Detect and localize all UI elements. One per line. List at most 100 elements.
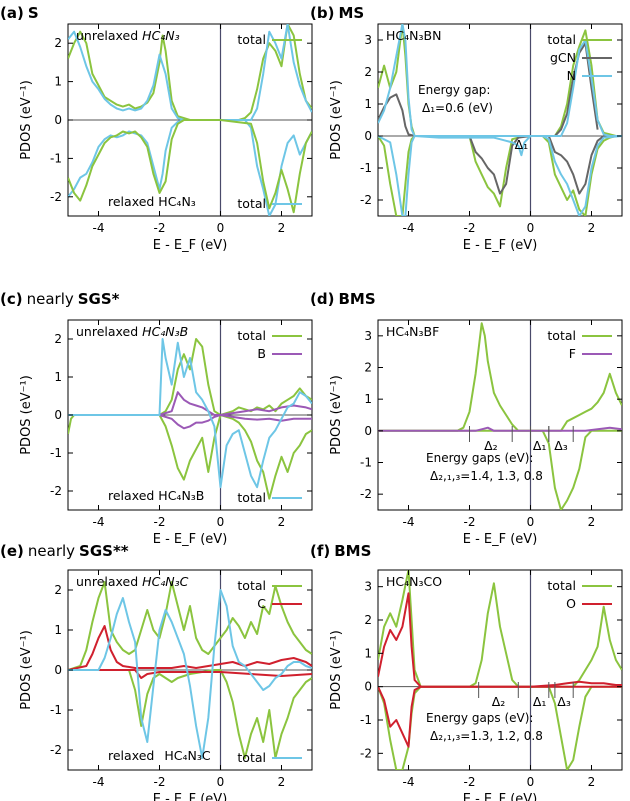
series-relaxed-extra — [68, 119, 312, 214]
plot-area — [68, 24, 312, 216]
panel-title: (f) BMS — [310, 542, 371, 560]
upper-label: HC₄N₃CO — [386, 574, 442, 589]
y-tick-label: -1 — [50, 703, 62, 717]
y-tick-label: 1 — [364, 392, 372, 406]
x-axis-label: E - E_F (eV) — [463, 238, 538, 253]
y-tick-label: 3 — [364, 580, 372, 594]
panel-a: (a) S -4 -2 0 2 -2 -1 0 1 2 E - E_F (eV) PDOS (eV⁻¹)… — [0, 4, 313, 253]
x-axis-label: E - E_F (eV) — [153, 238, 228, 253]
panel-title-text: S — [28, 4, 39, 22]
y-axis-label: PDOS (eV⁻¹) — [329, 80, 344, 160]
panel-c: (c) nearly SGS* -4 -2 0 2 -2 -1 0 1 2 E - E_F (eV) PD… — [0, 290, 313, 547]
y-axis-label: PDOS (eV⁻¹) — [329, 630, 344, 710]
series-c — [68, 625, 312, 671]
upper-label: HC₄N₃BN — [386, 28, 441, 43]
x-tick-label: 0 — [217, 775, 225, 789]
gap-marker: Δ₂ — [492, 694, 506, 709]
series-n-down — [378, 135, 622, 216]
panel-title-text: BMS — [338, 290, 375, 308]
x-tick-label: -2 — [464, 515, 476, 529]
y-tick-label: -2 — [360, 193, 372, 207]
legend-label: N — [567, 68, 576, 83]
x-tick-label: -4 — [403, 515, 415, 529]
legend-label: total — [237, 32, 266, 47]
y-tick-label: -2 — [50, 190, 62, 204]
gap-marker: Δ₂ — [484, 438, 498, 453]
y-tick-label: 3 — [364, 33, 372, 47]
x-tick-label: -4 — [93, 775, 105, 789]
gap-marker: Δ₁ — [515, 137, 529, 152]
y-axis-label: PDOS (eV⁻¹) — [19, 375, 34, 455]
panel-title: (b) MS — [310, 4, 364, 22]
upper-label-text: unrelaxed — [76, 324, 138, 339]
y-tick-label: 1 — [54, 370, 62, 384]
panel-e: (e) nearly SGS** -4 -2 0 2 -2 -1 0 1 2 E - E_F (eV) P… — [0, 542, 313, 801]
energy-gap-note: Energy gap: — [418, 83, 490, 97]
y-axis-label: PDOS (eV⁻¹) — [19, 80, 34, 160]
x-tick-label: 2 — [588, 775, 596, 789]
gap-marker: Δ₃ — [557, 694, 571, 709]
panel-title-text: BMS — [334, 542, 371, 560]
panel-d: (d) BMS -4 -2 0 2 -2 -1 0 1 2 3 E - E_F (eV) PDOS (eV… — [310, 290, 623, 547]
lower-label: relaxed HC₄N₃ — [108, 194, 196, 209]
x-tick-label: 2 — [278, 775, 286, 789]
x-tick-label: 0 — [217, 221, 225, 235]
upper-label-text: HC₄N₃BN — [386, 28, 441, 43]
y-tick-label: 2 — [364, 361, 372, 375]
y-tick-label: -1 — [360, 456, 372, 470]
legend-label: O — [566, 596, 576, 611]
legend-label: total — [237, 578, 266, 593]
legend-label: gCN — [550, 50, 576, 65]
panel-title: (c) nearly SGS* — [0, 290, 120, 308]
x-axis-label: E - E_F (eV) — [463, 792, 538, 801]
legend-label: total — [237, 196, 266, 211]
upper-label: unrelaxed HC₄N₃B — [76, 324, 188, 339]
panel-title: (a) S — [0, 4, 39, 22]
x-tick-label: 0 — [527, 515, 535, 529]
y-tick-label: 1 — [54, 623, 62, 637]
y-tick-label: -2 — [50, 743, 62, 757]
y-tick-label: 0 — [364, 129, 372, 143]
x-tick-label: -4 — [93, 221, 105, 235]
series-total — [68, 581, 312, 671]
lower-label-text: relaxed — [108, 748, 154, 763]
y-tick-label: -2 — [360, 487, 372, 501]
energy-gap-note: Energy gaps (eV): — [426, 711, 533, 725]
panel-title: (d) BMS — [310, 290, 376, 308]
plot-frame — [377, 23, 623, 217]
upper-label-text: HC₄N₃BF — [386, 324, 439, 339]
series-total — [378, 570, 622, 688]
series-o-down — [378, 685, 622, 748]
x-tick-label: -4 — [93, 515, 105, 529]
y-tick-label: 1 — [364, 646, 372, 660]
panel-label: (a) — [0, 4, 24, 22]
x-tick-label: -2 — [154, 221, 166, 235]
panel-label: (e) — [0, 542, 24, 560]
series-total — [378, 322, 622, 432]
series-b — [68, 391, 312, 416]
y-tick-label: 3 — [364, 329, 372, 343]
x-tick-label: 2 — [278, 221, 286, 235]
x-tick-label: 2 — [588, 221, 596, 235]
panel-label: (b) — [310, 4, 334, 22]
x-tick-label: 0 — [527, 221, 535, 235]
series-relaxed — [68, 589, 312, 759]
y-tick-label: -1 — [360, 161, 372, 175]
upper-label: unrelaxed HC₄N₃ — [76, 28, 180, 43]
plot-area — [378, 570, 622, 770]
y-tick-label: 0 — [54, 663, 62, 677]
panel-title-text: SGS* — [78, 290, 120, 308]
gap-marker: Δ₃ — [554, 438, 568, 453]
x-tick-label: -2 — [154, 775, 166, 789]
y-tick-label: 2 — [364, 613, 372, 627]
y-axis-label: PDOS (eV⁻¹) — [329, 375, 344, 455]
series-f — [378, 426, 622, 432]
legend-label: B — [257, 346, 266, 361]
legend-label: C — [257, 596, 266, 611]
panel-label: (f) — [310, 542, 330, 560]
y-tick-label: 0 — [364, 680, 372, 694]
y-tick-label: 1 — [54, 75, 62, 89]
plot-frame — [377, 319, 623, 511]
x-tick-label: -4 — [403, 775, 415, 789]
